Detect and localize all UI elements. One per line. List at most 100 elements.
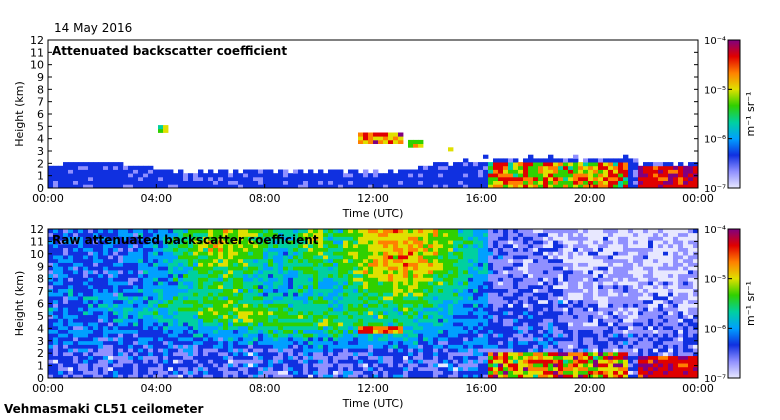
heatmap-cell	[173, 366, 179, 371]
heatmap-cell	[433, 247, 439, 252]
heatmap-cell	[438, 307, 444, 312]
heatmap-cell	[288, 255, 294, 260]
heatmap-cell	[388, 269, 394, 275]
heatmap-cell	[323, 340, 329, 345]
heatmap-cell	[263, 318, 269, 323]
heatmap-cell	[228, 281, 234, 286]
heatmap-cell	[123, 348, 129, 353]
heatmap-cell	[273, 299, 279, 304]
heatmap-cell	[88, 266, 94, 271]
heatmap-cell	[88, 162, 94, 167]
heatmap-cell	[433, 277, 439, 282]
heatmap-cell	[203, 184, 209, 189]
heatmap-cell	[328, 340, 334, 345]
heatmap-cell	[513, 314, 519, 319]
heatmap-cell	[543, 180, 549, 185]
heatmap-cell	[513, 251, 519, 256]
heatmap-cell	[298, 273, 304, 278]
heatmap-cell	[533, 348, 539, 353]
heatmap-cell	[363, 236, 369, 241]
heatmap-cell	[233, 366, 239, 371]
heatmap-cell	[168, 229, 174, 234]
heatmap-cell	[373, 374, 379, 379]
heatmap-cell	[173, 322, 179, 327]
heatmap-cell	[233, 288, 239, 293]
heatmap-cell	[298, 351, 304, 357]
heatmap-cell	[203, 314, 209, 319]
heatmap-cell	[48, 184, 54, 189]
heatmap-cell	[133, 281, 139, 286]
heatmap-cell	[223, 329, 229, 334]
heatmap-cell	[288, 184, 294, 189]
heatmap-cell	[423, 288, 429, 293]
heatmap-cell	[148, 251, 154, 256]
heatmap-cell	[548, 322, 554, 327]
heatmap-cell	[158, 281, 164, 286]
heatmap-cell	[163, 273, 169, 278]
heatmap-cell	[58, 266, 64, 271]
heatmap-cell	[548, 236, 554, 241]
heatmap-cell	[263, 269, 269, 275]
heatmap-cell	[98, 370, 104, 375]
heatmap-cell	[513, 288, 519, 293]
heatmap-cell	[113, 162, 119, 167]
heatmap-cell	[508, 243, 514, 249]
heatmap-cell	[53, 351, 59, 357]
heatmap-cell	[148, 273, 154, 278]
heatmap-cell	[443, 351, 449, 357]
heatmap-cell	[388, 344, 394, 349]
heatmap-cell	[513, 351, 519, 357]
heatmap-cell	[83, 184, 89, 189]
heatmap-cell	[108, 314, 114, 319]
heatmap-cell	[143, 255, 149, 260]
heatmap-cell	[148, 255, 154, 260]
heatmap-cell	[533, 322, 539, 327]
heatmap-cell	[58, 240, 64, 245]
heatmap-cell	[293, 318, 299, 323]
heatmap-cell	[353, 344, 359, 349]
heatmap-cell	[258, 277, 264, 282]
heatmap-cell	[223, 273, 229, 278]
heatmap-cell	[303, 348, 309, 353]
heatmap-cell	[298, 325, 304, 330]
heatmap-cell	[63, 266, 69, 271]
heatmap-cell	[388, 132, 394, 137]
heatmap-cell	[463, 296, 469, 301]
heatmap-cell	[58, 284, 64, 290]
heatmap-cell	[348, 359, 354, 364]
heatmap-cell	[123, 169, 129, 174]
heatmap-cell	[373, 240, 379, 245]
heatmap-cell	[523, 351, 529, 357]
heatmap-cell	[103, 333, 109, 338]
heatmap-cell	[413, 255, 419, 260]
x-tick-label: 08:00	[249, 192, 281, 205]
heatmap-cell	[528, 288, 534, 293]
heatmap-cell	[333, 351, 339, 357]
heatmap-cell	[248, 240, 254, 245]
heatmap-cell	[283, 374, 289, 379]
heatmap-cell	[363, 340, 369, 345]
heatmap-cell	[148, 292, 154, 297]
heatmap-cell	[623, 176, 629, 181]
heatmap-cell	[118, 277, 124, 282]
heatmap-cell	[553, 310, 559, 316]
heatmap-cell	[528, 173, 534, 178]
heatmap-cell	[53, 184, 59, 189]
heatmap-cell	[273, 355, 279, 360]
heatmap-cell	[428, 303, 434, 308]
heatmap-cell	[378, 284, 384, 290]
heatmap-cell	[208, 322, 214, 327]
heatmap-cell	[228, 236, 234, 241]
heatmap-cell	[428, 318, 434, 323]
heatmap-cell	[188, 258, 194, 263]
heatmap-cell	[493, 277, 499, 282]
heatmap-cell	[388, 310, 394, 316]
heatmap-cell	[433, 243, 439, 249]
heatmap-cell	[518, 162, 524, 167]
heatmap-cell	[518, 229, 524, 234]
heatmap-cell	[368, 277, 374, 282]
heatmap-cell	[153, 348, 159, 353]
heatmap-cell	[73, 273, 79, 278]
heatmap-cell	[538, 329, 544, 334]
heatmap-cell	[63, 258, 69, 263]
